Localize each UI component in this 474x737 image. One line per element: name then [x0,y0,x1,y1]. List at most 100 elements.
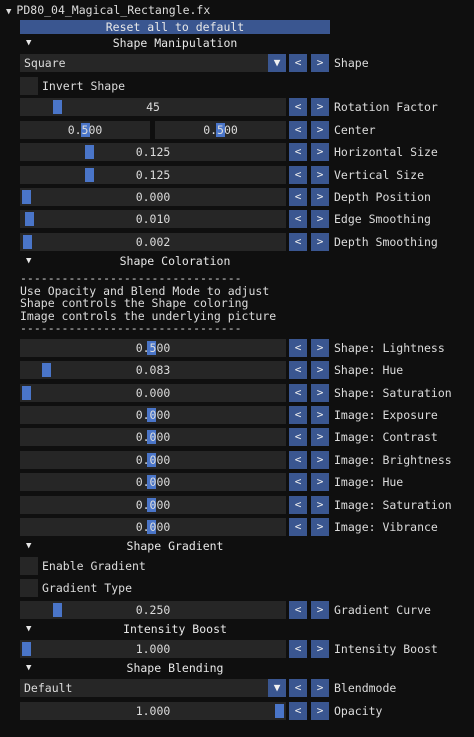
horizontal-size-value: 0.125 [135,145,171,159]
shape-prev-button[interactable]: < [289,54,307,72]
enable-gradient-checkbox[interactable] [20,557,38,575]
slider-grab[interactable] [22,190,31,204]
reset-all-button[interactable]: Reset all to default [20,20,330,34]
slider-grab[interactable] [42,363,51,377]
shape-saturation-increase-button[interactable]: > [311,384,329,402]
slider-grab[interactable] [147,475,156,489]
shape-hue-slider[interactable]: 0.083 [20,361,286,379]
image-contrast-slider[interactable]: 0.000 [20,428,286,446]
depth-smoothing-decrease-button[interactable]: < [289,233,307,251]
blendmode-prev-button[interactable]: < [289,679,307,697]
shape-label: Shape [334,56,369,70]
section-header-shape-blending[interactable]: ▼ Shape Blending [20,660,330,677]
section-header-shape-gradient[interactable]: ▼ Shape Gradient [20,538,330,555]
rotation-factor-slider[interactable]: 45 [20,98,286,116]
slider-grab[interactable] [147,498,156,512]
image-vibrance-decrease-button[interactable]: < [289,518,307,536]
depth-position-slider[interactable]: 0.000 [20,188,286,206]
depth-smoothing-slider[interactable]: 0.002 [20,233,286,251]
image-brightness-increase-button[interactable]: > [311,451,329,469]
depth-smoothing-increase-button[interactable]: > [311,233,329,251]
intensity-boost-increase-button[interactable]: > [311,640,329,658]
vertical-size-decrease-button[interactable]: < [289,166,307,184]
center-increase-button[interactable]: > [311,121,329,139]
image-vibrance-slider[interactable]: 0.000 [20,518,286,536]
shape-lightness-slider[interactable]: 0.500 [20,339,286,357]
image-vibrance-increase-button[interactable]: > [311,518,329,536]
rotation-factor-increase-button[interactable]: > [311,98,329,116]
slider-grab[interactable] [53,603,62,617]
edge-smoothing-decrease-button[interactable]: < [289,210,307,228]
intensity-boost-decrease-button[interactable]: < [289,640,307,658]
collapse-arrow-icon[interactable]: ▼ [6,7,12,17]
shape-hue-decrease-button[interactable]: < [289,361,307,379]
depth-position-decrease-button[interactable]: < [289,188,307,206]
slider-grab[interactable] [22,386,31,400]
image-hue-slider[interactable]: 0.000 [20,473,286,491]
slider-grab[interactable] [23,235,32,249]
edge-smoothing-increase-button[interactable]: > [311,210,329,228]
window-title[interactable]: ▼ PD80_04_Magical_Rectangle.fx [6,2,210,18]
opacity-label: Opacity [334,704,383,718]
image-exposure-decrease-button[interactable]: < [289,406,307,424]
slider-grab[interactable] [147,408,156,422]
dropdown-arrow-icon[interactable]: ▼ [268,679,286,697]
vertical-size-increase-button[interactable]: > [311,166,329,184]
shape-hue-increase-button[interactable]: > [311,361,329,379]
shape-lightness-increase-button[interactable]: > [311,339,329,357]
dropdown-arrow-icon[interactable]: ▼ [268,54,286,72]
image-exposure-slider[interactable]: 0.000 [20,406,286,424]
slider-grab[interactable] [147,430,156,444]
invert-shape-checkbox[interactable] [20,77,38,95]
opacity-increase-button[interactable]: > [311,702,329,720]
horizontal-size-decrease-button[interactable]: < [289,143,307,161]
image-contrast-decrease-button[interactable]: < [289,428,307,446]
image-hue-increase-button[interactable]: > [311,473,329,491]
slider-grab[interactable] [216,123,225,137]
slider-grab[interactable] [275,704,284,718]
section-header-shape-coloration[interactable]: ▼ Shape Coloration [20,253,330,270]
gradient-curve-decrease-button[interactable]: < [289,601,307,619]
opacity-slider[interactable]: 1.000 [20,702,286,720]
gradient-curve-slider[interactable]: 0.250 [20,601,286,619]
slider-grab[interactable] [81,123,90,137]
slider-grab[interactable] [22,642,31,656]
slider-grab[interactable] [147,453,156,467]
slider-grab[interactable] [147,520,156,534]
shape-saturation-slider[interactable]: 0.000 [20,384,286,402]
image-exposure-increase-button[interactable]: > [311,406,329,424]
center-decrease-button[interactable]: < [289,121,307,139]
center-x-slider[interactable]: 0.500 [20,121,150,139]
center-y-slider[interactable]: 0.500 [155,121,286,139]
edge-smoothing-slider[interactable]: 0.010 [20,210,286,228]
slider-grab[interactable] [85,168,94,182]
horizontal-size-increase-button[interactable]: > [311,143,329,161]
slider-grab[interactable] [85,145,94,159]
blendmode-next-button[interactable]: > [311,679,329,697]
image-saturation-decrease-button[interactable]: < [289,496,307,514]
intensity-boost-slider[interactable]: 1.000 [20,640,286,658]
slider-grab[interactable] [25,212,34,226]
gradient-curve-increase-button[interactable]: > [311,601,329,619]
image-contrast-increase-button[interactable]: > [311,428,329,446]
image-brightness-decrease-button[interactable]: < [289,451,307,469]
horizontal-size-slider[interactable]: 0.125 [20,143,286,161]
shape-lightness-decrease-button[interactable]: < [289,339,307,357]
section-header-shape-manipulation[interactable]: ▼ Shape Manipulation [20,35,330,52]
vertical-size-slider[interactable]: 0.125 [20,166,286,184]
shape-combo[interactable]: Square ▼ [20,54,286,72]
image-brightness-slider[interactable]: 0.000 [20,451,286,469]
opacity-decrease-button[interactable]: < [289,702,307,720]
shape-saturation-decrease-button[interactable]: < [289,384,307,402]
gradient-type-checkbox[interactable] [20,579,38,597]
depth-position-increase-button[interactable]: > [311,188,329,206]
slider-grab[interactable] [53,100,62,114]
image-hue-decrease-button[interactable]: < [289,473,307,491]
blendmode-combo[interactable]: Default ▼ [20,679,286,697]
shape-next-button[interactable]: > [311,54,329,72]
slider-grab[interactable] [147,341,156,355]
image-saturation-slider[interactable]: 0.000 [20,496,286,514]
image-saturation-increase-button[interactable]: > [311,496,329,514]
rotation-factor-decrease-button[interactable]: < [289,98,307,116]
section-header-intensity-boost[interactable]: ▼ Intensity Boost [20,621,330,638]
